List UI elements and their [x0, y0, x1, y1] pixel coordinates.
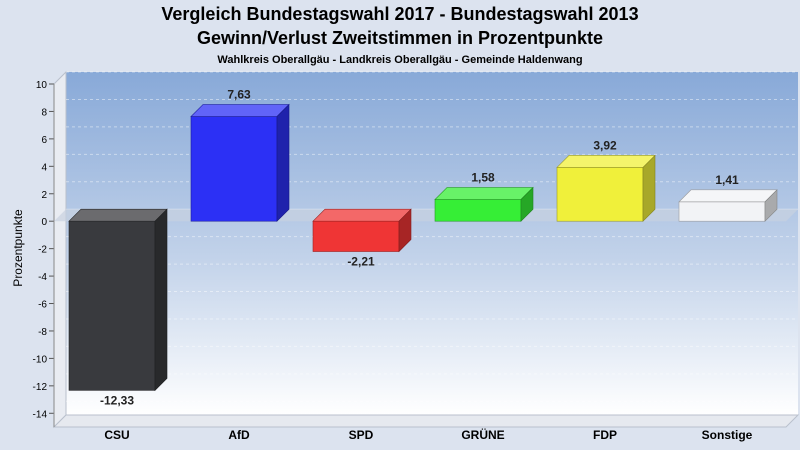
x-tick-label: SPD [349, 428, 374, 442]
bar-top-face [556, 155, 656, 168]
y-tick-label: 8 [41, 107, 47, 118]
bar [68, 220, 156, 391]
chart-subtitle: Gewinn/Verlust Zweitstimmen in Prozentpu… [196, 28, 604, 48]
x-tick-label: Sonstige [702, 428, 753, 442]
data-label: -12,33 [100, 393, 134, 407]
bar [556, 167, 644, 222]
bar-top-face [190, 104, 290, 117]
bar-side-face [276, 103, 290, 222]
y-tick-label: 4 [41, 162, 47, 173]
plot-side-wall [53, 70, 67, 429]
y-tick-label: -8 [38, 327, 47, 338]
data-label: 1,41 [715, 173, 739, 187]
plot-floor [52, 414, 800, 428]
y-tick-label: 0 [41, 217, 47, 228]
data-label: 3,92 [593, 138, 617, 152]
y-tick-label: -12 [33, 382, 48, 393]
x-tick-label: FDP [593, 428, 617, 442]
bar [190, 116, 278, 222]
y-axis-label: Prozentpunkte [11, 209, 25, 287]
y-tick-label: -10 [33, 354, 48, 365]
data-label: -2,21 [347, 255, 375, 269]
y-tick-label: 6 [41, 135, 47, 146]
bar [312, 220, 400, 252]
x-tick-label: AfD [228, 428, 250, 442]
y-tick-label: 2 [41, 190, 47, 201]
chart-caption: Wahlkreis Oberallgäu - Landkreis Oberall… [217, 54, 583, 66]
plot-background [66, 72, 798, 415]
y-tick-label: -2 [38, 245, 47, 256]
x-tick-label: GRÜNE [461, 427, 504, 442]
bar-top-face [68, 208, 168, 222]
bar-side-face [398, 208, 412, 253]
data-label: 7,63 [227, 88, 251, 102]
bar-side-face [764, 189, 778, 222]
bar-top-face [434, 187, 534, 200]
bar [434, 199, 522, 222]
bar-side-face [154, 208, 168, 392]
bar-top-face [312, 208, 412, 222]
bar-side-face [642, 154, 656, 222]
bar [678, 201, 766, 222]
y-tick-label: -4 [38, 272, 47, 283]
y-tick-label: -14 [33, 409, 48, 420]
x-tick-label: CSU [104, 428, 129, 442]
bar-top-face [678, 189, 778, 203]
y-tick-label: 10 [36, 80, 48, 91]
chart-title: Vergleich Bundestagswahl 2017 - Bundesta… [161, 4, 639, 24]
bar-side-face [520, 186, 534, 222]
y-tick-label: -6 [38, 300, 47, 311]
data-label: 1,58 [471, 171, 495, 185]
